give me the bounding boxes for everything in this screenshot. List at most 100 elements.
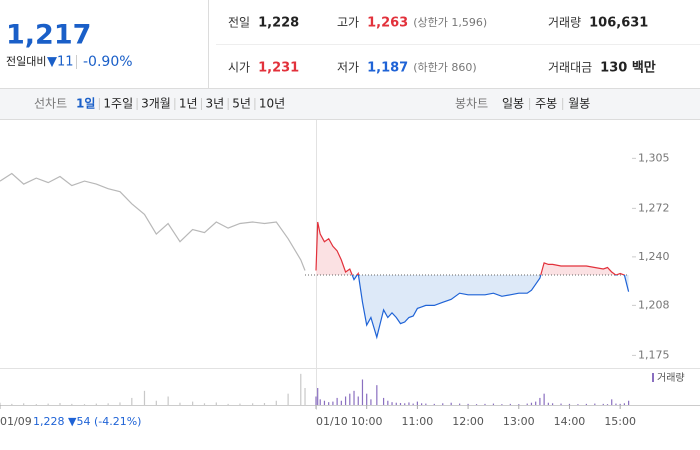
volume-bar (328, 402, 330, 405)
x-tick-label: 01/09 (0, 415, 32, 428)
volume-bar (395, 402, 397, 405)
volume-bar (577, 404, 579, 405)
info-label: 시가 (228, 61, 250, 75)
tab[interactable]: 1년 (179, 97, 198, 111)
volume-bar (340, 400, 342, 405)
change-rate: -0.90% (83, 54, 133, 70)
x-tick-label: 14:00 (554, 415, 586, 428)
tab[interactable]: 1주일 (103, 97, 133, 111)
volume-bar (539, 397, 541, 405)
volume-bar (239, 403, 241, 405)
volume-bar (59, 403, 61, 405)
tab[interactable]: 10년 (259, 97, 285, 111)
info-label: 거래량 (548, 16, 581, 30)
volume-bar (353, 390, 355, 405)
volume-bar (535, 401, 537, 405)
y-tick-label: 1,240 (638, 250, 670, 263)
volume-bar (315, 396, 317, 405)
volume-bar (467, 403, 469, 405)
price-line (0, 172, 306, 271)
volume-bar (131, 397, 133, 405)
y-tick-label: 1,272 (638, 201, 670, 214)
volume-bar (501, 404, 503, 405)
area-fill (316, 222, 629, 338)
volume-bar (623, 403, 625, 405)
volume-bar (611, 399, 613, 405)
volume-bar (263, 403, 266, 405)
volume-bar (628, 400, 630, 405)
volume-bar (606, 404, 609, 405)
info-value: 1,231 (258, 61, 299, 76)
volume-bar (215, 402, 217, 405)
volume-bar (323, 400, 326, 405)
tab[interactable]: 일봉 (502, 97, 524, 111)
volume-bar (442, 403, 444, 405)
info-note: (하한가 860) (413, 60, 476, 74)
volume-bar (0, 402, 1, 405)
volume-bar (95, 403, 97, 405)
volume-bar (594, 403, 596, 405)
volume-bar (366, 393, 368, 405)
volume-bar (332, 401, 334, 405)
volume-bar (227, 403, 229, 405)
y-tick-label: 1,175 (638, 348, 670, 361)
volume-bar (155, 400, 157, 405)
price: 1,217 (6, 20, 91, 51)
price-line (315, 221, 630, 340)
tab[interactable]: 3년 (206, 97, 225, 111)
volume-bar (107, 403, 109, 405)
volume-bar (408, 402, 410, 405)
x-tick-label: 12:00 (452, 415, 484, 428)
volume-bar (344, 396, 347, 405)
volume-bar (518, 404, 520, 405)
volume-bar (336, 397, 338, 405)
info-label: 전일 (228, 16, 250, 30)
volume-bar (568, 403, 571, 405)
y-tick-label: 1,208 (638, 298, 670, 311)
x-tick-label: 15:00 (604, 415, 636, 428)
volume-bar (319, 399, 321, 405)
volume-bar (619, 403, 621, 405)
volume-bar (35, 404, 37, 405)
info-label: 고가 (337, 16, 359, 30)
x-tick-label: 11:00 (402, 415, 434, 428)
info-value: 130 백만 (600, 60, 656, 76)
volume-bar (509, 403, 511, 405)
volume-bar (361, 379, 364, 405)
volume-bar (547, 402, 549, 405)
x-tick-label: 13:00 (503, 415, 535, 428)
tab[interactable]: 월봉 (568, 97, 590, 111)
volume-bar (560, 403, 562, 405)
volume-bar (526, 403, 528, 405)
volume-bar (275, 400, 277, 405)
volume-bar (317, 388, 319, 405)
tab[interactable]: 5년 (232, 97, 251, 111)
info-value: 1,228 (258, 16, 299, 31)
volume-bar (602, 403, 604, 405)
volume-bar (382, 397, 385, 405)
volume-bar (543, 393, 545, 405)
volume-bar (376, 385, 378, 405)
volume-bar (416, 401, 418, 405)
volume-bar (370, 399, 372, 405)
prev-day-label: 1,228 ▼54 (-4.21%) (33, 415, 141, 428)
info-value: 1,263 (367, 16, 408, 31)
volume-bar (287, 393, 289, 405)
info-value: 106,631 (589, 16, 648, 31)
tab[interactable]: 주봉 (535, 97, 557, 111)
volume-bar (551, 403, 554, 405)
volume-bar (404, 403, 406, 405)
tab[interactable]: 1일 (76, 97, 95, 111)
tab-group-label: 봉차트 (455, 97, 488, 111)
volume-bar (484, 403, 486, 405)
x-tick-label: 10:00 (351, 415, 383, 428)
volume-bar (459, 403, 461, 405)
volume-bar (387, 400, 389, 405)
volume-bar (252, 403, 254, 405)
tab[interactable]: 3개월 (141, 97, 171, 111)
volume-bar (47, 403, 49, 405)
volume-bar (167, 396, 169, 405)
change-label: 전일대비 (6, 54, 46, 68)
